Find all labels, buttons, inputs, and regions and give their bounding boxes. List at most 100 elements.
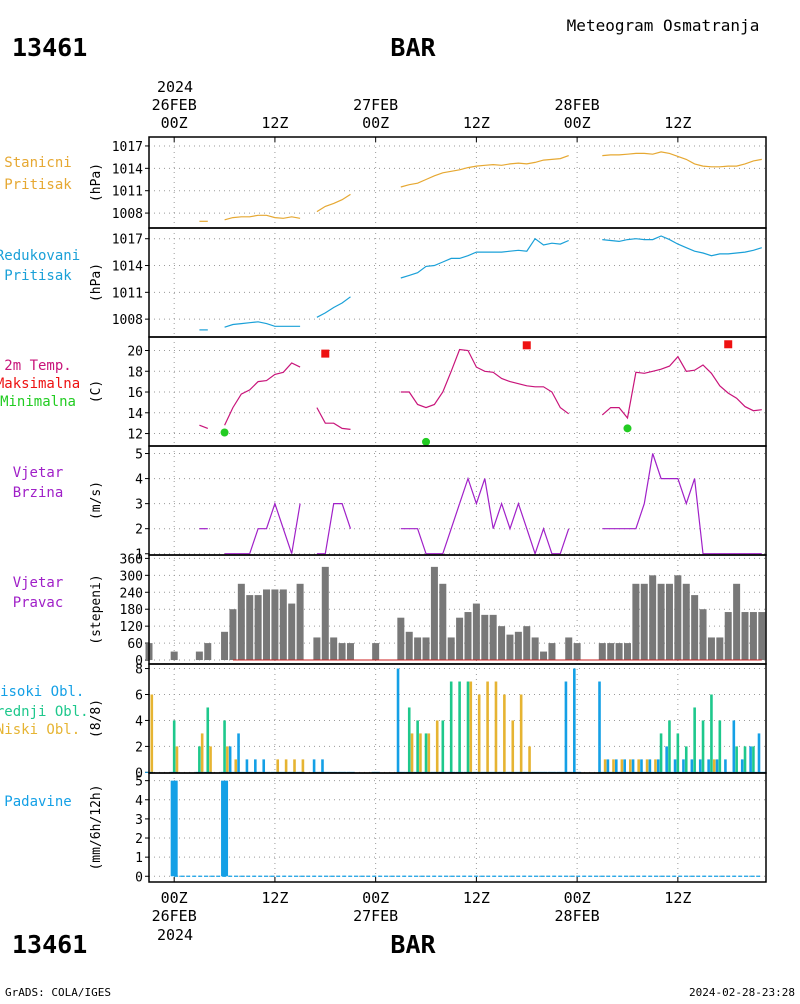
panel-label: Brzina	[13, 485, 64, 501]
series-line	[316, 296, 351, 318]
precip-bar	[221, 780, 229, 877]
high-cloud-bar	[724, 759, 727, 773]
y-tick-label: 12	[127, 428, 143, 443]
direction-bar	[321, 566, 329, 661]
direction-bar	[263, 589, 271, 661]
low-cloud-bar	[628, 759, 632, 773]
y-tick-label: 20	[127, 344, 143, 359]
series-line	[224, 321, 301, 328]
high-cloud-bar	[682, 759, 685, 773]
y-tick-label: 1011	[112, 286, 143, 301]
bottom-time-tick-label: 12Z	[664, 889, 691, 907]
low-cloud-bar	[637, 759, 640, 773]
year-label-bottom: 2024	[157, 926, 193, 944]
top-time-tick-label: 12Z	[261, 114, 288, 132]
y-tick-label: 18	[127, 365, 143, 380]
y-tick-label: 4	[135, 473, 143, 488]
y-axis-label: (C)	[89, 380, 104, 403]
high-cloud-bar	[312, 759, 316, 773]
direction-bar	[699, 609, 707, 661]
series-line	[602, 235, 762, 257]
y-tick-label: 0	[135, 654, 143, 669]
direction-bar	[221, 631, 229, 661]
direction-bar	[447, 637, 455, 661]
high-cloud-bar	[631, 759, 635, 773]
y-tick-label: 2	[135, 832, 143, 847]
y-axis-label: (8/8)	[89, 699, 104, 738]
panel-frame	[148, 136, 767, 229]
y-axis-label: (hPa)	[89, 263, 104, 302]
max-temp-marker	[321, 349, 330, 358]
direction-bar	[271, 589, 279, 661]
bottom-date-label: 26FEB	[152, 907, 197, 925]
low-cloud-bar	[301, 759, 305, 773]
min-temp-marker	[220, 428, 229, 437]
station-id-top: 13461	[12, 33, 87, 62]
direction-bar	[195, 651, 203, 661]
mid-cloud-bar	[676, 733, 680, 773]
direction-bar	[724, 612, 732, 661]
y-tick-label: 8	[135, 663, 143, 678]
bottom-time-tick-label: 12Z	[463, 889, 490, 907]
panel-label: Pritisak	[4, 268, 72, 284]
high-cloud-bar	[707, 759, 710, 773]
high-cloud-bar	[237, 733, 240, 773]
low-cloud-bar	[200, 733, 204, 773]
y-tick-label: 1011	[112, 185, 143, 200]
high-cloud-bar	[648, 759, 652, 773]
y-tick-label: 1	[135, 548, 143, 563]
direction-bar	[397, 617, 405, 661]
mid-cloud-bar	[407, 707, 411, 773]
low-cloud-bar	[175, 746, 179, 773]
direction-bar	[741, 612, 749, 661]
panel-frame	[148, 663, 767, 774]
direction-bar	[716, 637, 724, 661]
direction-bar	[405, 631, 413, 661]
direction-bar	[279, 589, 287, 661]
bottom-date-label: 27FEB	[353, 907, 398, 925]
high-cloud-bar	[640, 759, 643, 773]
panel-label: Maksimalna	[0, 376, 80, 392]
series-line	[224, 214, 301, 221]
low-cloud-bar	[284, 759, 288, 773]
y-tick-label: 300	[120, 569, 143, 584]
generation-timestamp: 2024-02-28-23:28	[689, 986, 795, 999]
mid-cloud-bar	[416, 720, 419, 773]
direction-bar	[565, 637, 573, 661]
top-date-label: 27FEB	[353, 96, 398, 114]
high-cloud-bar	[606, 759, 610, 773]
high-cloud-bar	[245, 759, 249, 773]
high-cloud-bar	[690, 759, 694, 773]
year-label-top: 2024	[157, 78, 193, 96]
bottom-time-tick-label: 12Z	[261, 889, 288, 907]
direction-bar	[346, 643, 354, 661]
direction-bar	[288, 603, 296, 661]
bottom-time-tick-label: 00Z	[564, 889, 591, 907]
direction-bar	[733, 583, 741, 661]
direction-bar	[615, 643, 623, 661]
top-time-tick-label: 12Z	[664, 114, 691, 132]
low-cloud-bar	[486, 681, 489, 773]
direction-bar	[531, 637, 539, 661]
low-cloud-bar	[477, 694, 481, 773]
high-cloud-bar	[614, 759, 618, 773]
low-cloud-bar	[209, 746, 212, 773]
direction-bar	[170, 651, 178, 661]
y-tick-label: 2	[135, 740, 143, 755]
direction-bar	[464, 612, 472, 661]
y-tick-label: 4	[135, 794, 143, 809]
high-cloud-bar	[396, 668, 400, 773]
y-tick-label: 6	[135, 688, 143, 703]
high-cloud-bar	[254, 759, 257, 773]
station-id-bottom: 13461	[12, 930, 87, 959]
y-tick-label: 180	[120, 603, 143, 618]
mid-cloud-bar	[449, 681, 453, 773]
y-axis-label: (mm/6h/12h)	[89, 784, 104, 870]
direction-bar	[707, 637, 715, 661]
direction-bar	[682, 583, 690, 661]
panel-label: Visoki Obl.	[0, 684, 84, 700]
direction-bar	[498, 626, 506, 661]
y-tick-label: 1	[135, 851, 143, 866]
y-tick-label: 3	[135, 498, 143, 513]
